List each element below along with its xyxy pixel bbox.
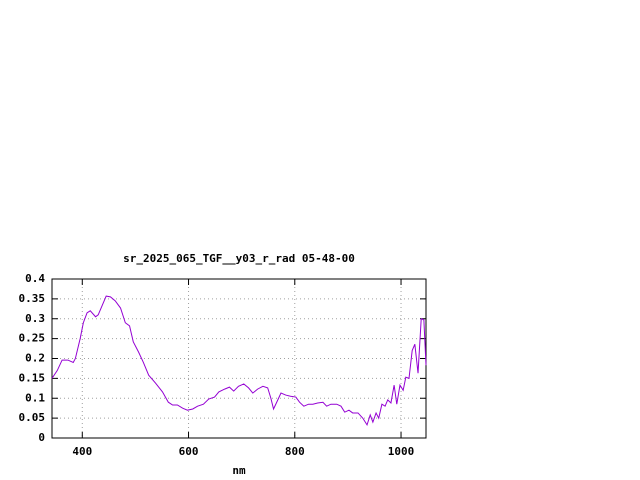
y-tick-label: 0.1: [25, 391, 45, 404]
data-line: [51, 295, 427, 427]
y-tick-label: 0: [38, 431, 45, 444]
chart-title: sr_2025_065_TGF__y03_r_rad 05-48-00: [123, 252, 355, 265]
y-tick-label: 0.2: [25, 352, 45, 365]
x-tick-label: 800: [285, 445, 305, 458]
y-tick-label: 0.05: [19, 411, 46, 424]
x-axis-label: nm: [232, 464, 246, 477]
x-tick-label: 1000: [388, 445, 415, 458]
y-tick-label: 0.3: [25, 312, 45, 325]
y-tick-label: 0.35: [19, 292, 46, 305]
y-tick-label: 0.15: [19, 371, 46, 384]
x-tick-label: 400: [72, 445, 92, 458]
y-tick-label: 0.4: [25, 272, 45, 285]
y-tick-label: 0.25: [19, 332, 46, 345]
x-tick-label: 600: [179, 445, 199, 458]
